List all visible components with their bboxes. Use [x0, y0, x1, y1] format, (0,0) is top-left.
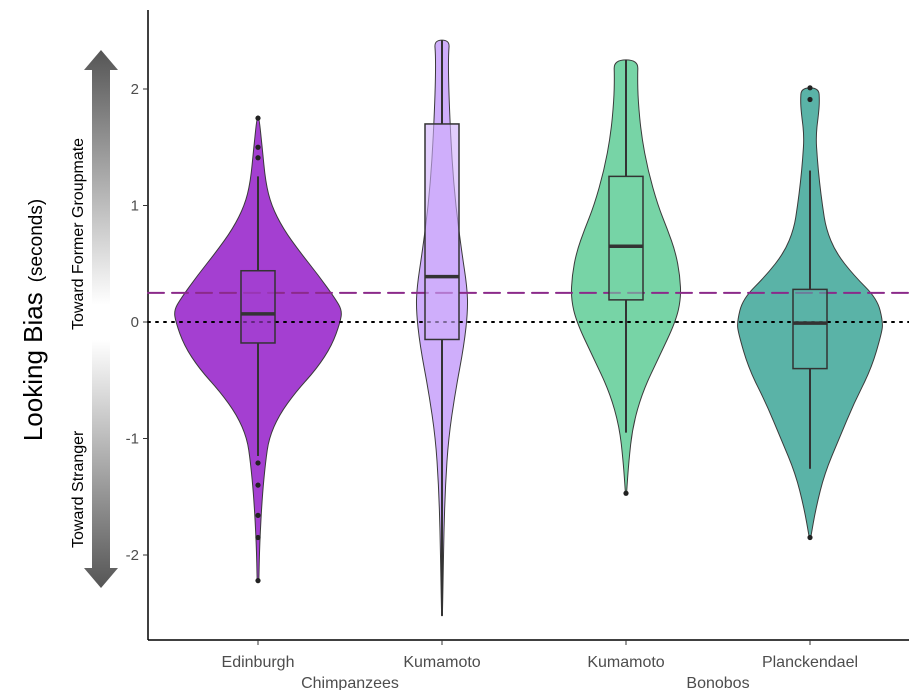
outlier-point [255, 578, 261, 584]
x-tick-label: Planckendael [762, 654, 858, 671]
group-label: Bonobos [686, 675, 749, 690]
y-tick-label: 1 [131, 198, 139, 215]
x-tick-label: Kumamoto [403, 654, 480, 671]
iqr-box [608, 175, 644, 301]
direction-label-positive: Toward Former Groupmate [70, 138, 87, 330]
outlier-point [255, 482, 261, 488]
svg-text:Looking Bias (seconds): Looking Bias (seconds) [18, 199, 48, 441]
y-axis-label: Looking Bias [18, 292, 48, 441]
group-label: Chimpanzees [301, 675, 399, 690]
boxplots [240, 40, 828, 616]
outlier-point [623, 490, 629, 496]
iqr-box [792, 288, 828, 370]
y-tick-label: -2 [126, 547, 139, 564]
x-tick-label: Kumamoto [587, 654, 664, 671]
x-axis: Edinburgh Kumamoto Kumamoto Planckendael Chi… [148, 639, 909, 690]
outlier-point [807, 96, 813, 103]
y-axis: -2 -1 0 1 2 [126, 10, 149, 640]
x-tick-label: Edinburgh [222, 654, 295, 671]
outlier-point [255, 460, 261, 466]
outlier-point [255, 144, 261, 150]
iqr-box [424, 123, 460, 341]
outlier-point [807, 534, 813, 541]
direction-arrow-up [84, 50, 118, 305]
violins [174, 39, 883, 617]
y-tick-label: -1 [126, 431, 139, 448]
outlier-point [255, 534, 261, 541]
y-axis-title: Looking Bias (seconds) [18, 199, 48, 441]
direction-arrow-down [84, 340, 118, 588]
y-axis-unit: (seconds) [26, 199, 47, 282]
outlier-point [255, 512, 261, 518]
outlier-point [255, 115, 261, 121]
iqr-box [240, 269, 276, 344]
y-tick-label: 0 [131, 314, 139, 331]
direction-label-negative: Toward Stranger [70, 430, 87, 548]
y-tick-label: 2 [131, 81, 139, 98]
outlier-point [807, 85, 813, 91]
outlier-point [255, 155, 261, 161]
